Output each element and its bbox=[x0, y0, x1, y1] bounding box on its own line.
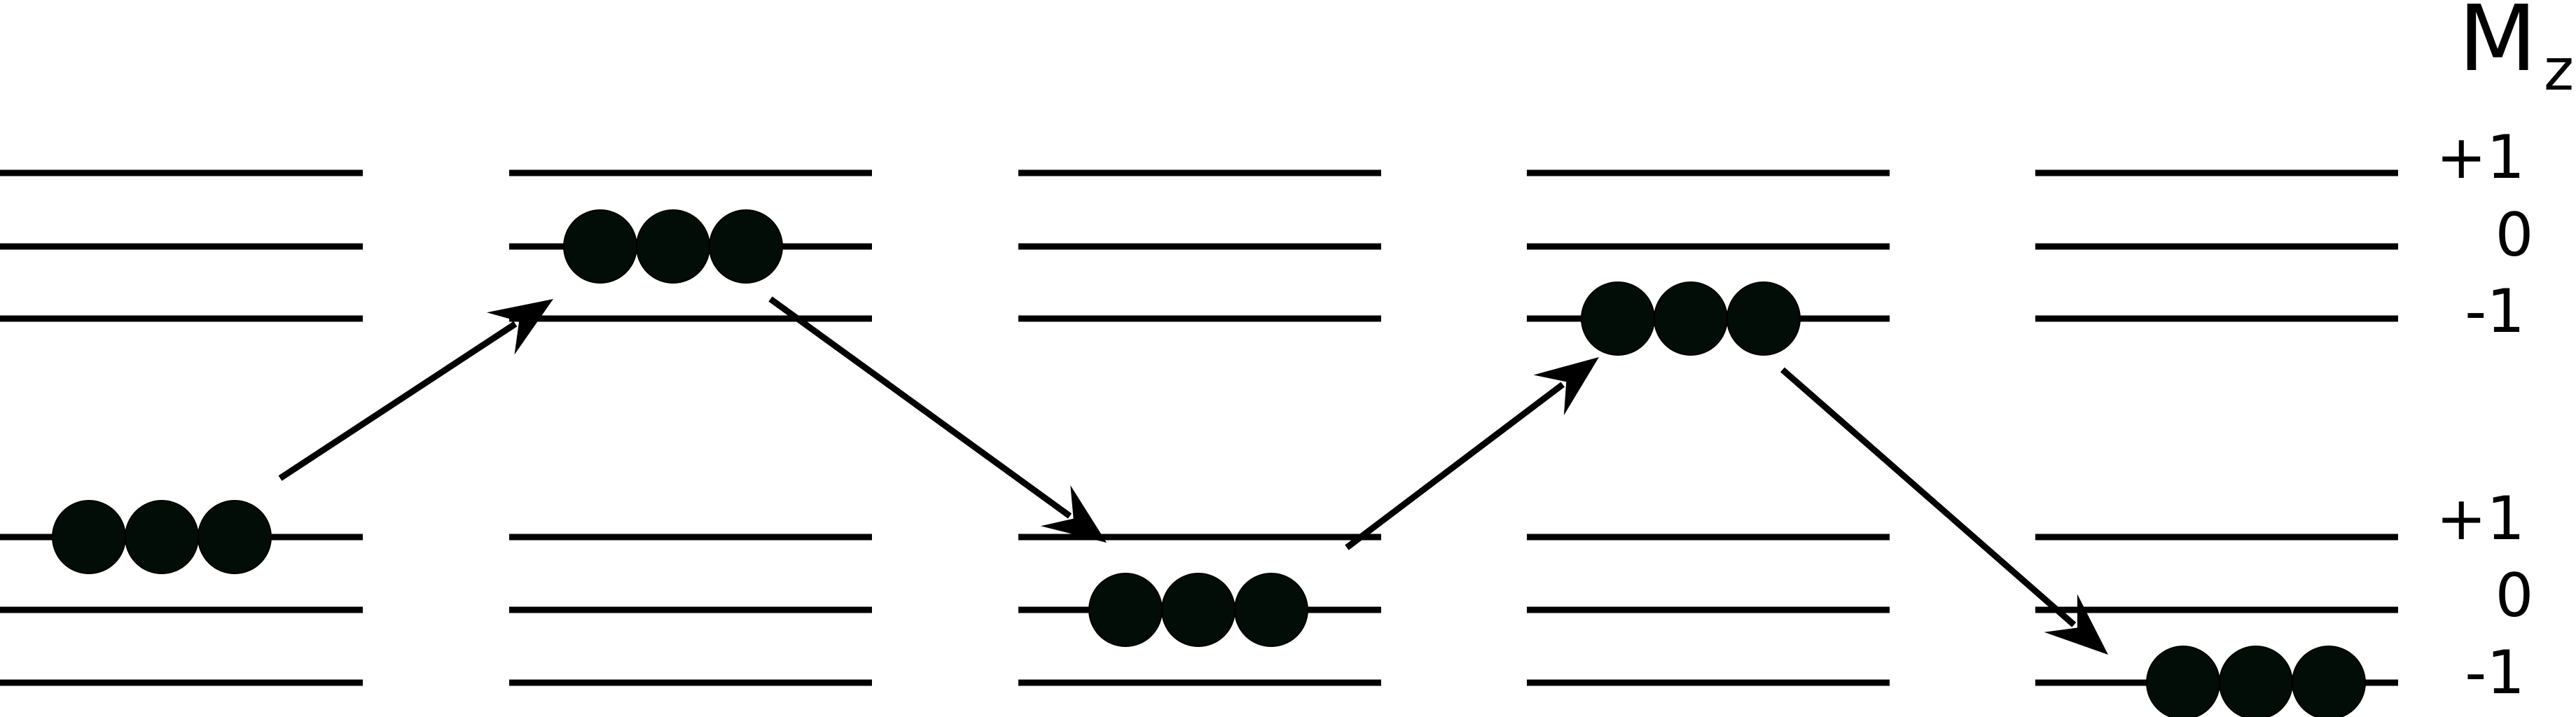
lower-label-plus1: +1 bbox=[2436, 484, 2525, 554]
atom-col3-3 bbox=[1234, 573, 1308, 647]
atom-col2-1 bbox=[563, 209, 637, 284]
mz-axis-title: M z bbox=[2458, 0, 2574, 104]
axis-title-letter: M bbox=[2458, 0, 2537, 92]
lower-label-0: 0 bbox=[2495, 561, 2534, 631]
atom-col3-1 bbox=[1088, 573, 1163, 647]
transition-arrow-2-head bbox=[1041, 485, 1107, 543]
lower-label-minus1: -1 bbox=[2465, 638, 2525, 708]
atom-col2-3 bbox=[709, 209, 783, 284]
transition-arrow-4-shaft bbox=[1780, 367, 2077, 627]
upper-manifold-labels: +1 0 -1 bbox=[2436, 123, 2533, 347]
atom-col4-1 bbox=[1581, 281, 1655, 356]
transition-arrow-3-head bbox=[1533, 357, 1599, 415]
transition-arrow-4-head bbox=[2044, 594, 2108, 655]
atom-col5-3 bbox=[2292, 646, 2366, 717]
atom-col3-2 bbox=[1161, 573, 1235, 647]
atom-col4-3 bbox=[1726, 281, 1801, 356]
transition-arrow-1-head bbox=[487, 299, 553, 355]
atom-groups bbox=[52, 209, 2366, 717]
upper-label-minus1: -1 bbox=[2465, 277, 2525, 347]
lower-manifold-labels: +1 0 -1 bbox=[2436, 484, 2533, 708]
transition-arrows bbox=[278, 296, 2108, 655]
atom-col2-2 bbox=[636, 209, 710, 284]
transition-arrow-1-shaft bbox=[278, 321, 518, 481]
upper-label-plus1: +1 bbox=[2436, 123, 2525, 193]
upper-label-0: 0 bbox=[2495, 200, 2534, 270]
atom-col1-3 bbox=[198, 500, 272, 574]
atom-col4-2 bbox=[1654, 281, 1728, 356]
atom-col1-2 bbox=[125, 500, 199, 574]
transition-arrow-3-shaft bbox=[1345, 382, 1565, 550]
axis-title-subscript: z bbox=[2544, 37, 2574, 104]
atom-col1-1 bbox=[52, 500, 126, 574]
transition-arrow-2-shaft bbox=[768, 296, 1072, 519]
energy-levels bbox=[0, 169, 2398, 686]
atom-col5-2 bbox=[2219, 646, 2293, 717]
atom-col5-1 bbox=[2146, 646, 2220, 717]
